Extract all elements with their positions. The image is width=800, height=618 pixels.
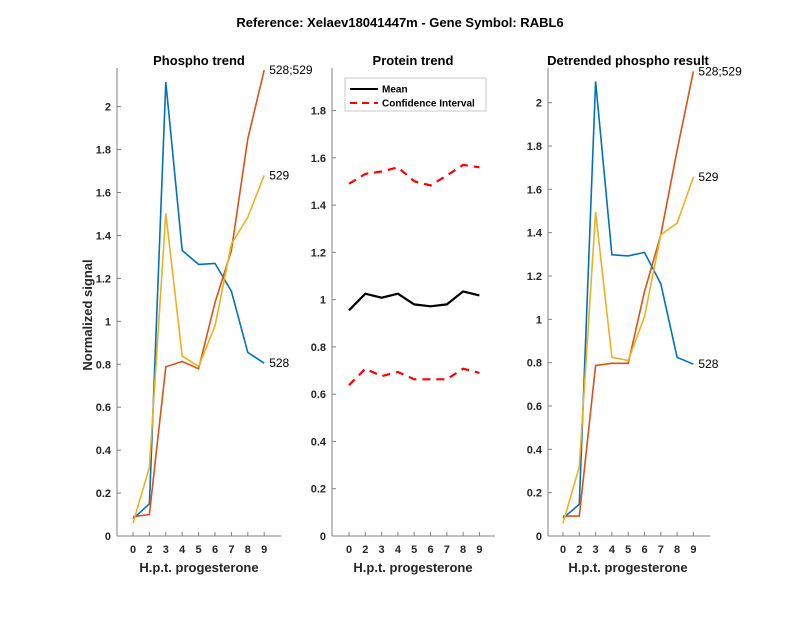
y-tick-label: 1 [320,295,326,307]
y-tick-label: 1.2 [311,247,326,259]
axes: 00.20.40.60.811.21.41.61.820 2 3 4 5 6 7 8 9 [96,68,281,556]
x-tick-label: 9 [476,544,482,556]
y-tick-label: 0 [320,531,326,543]
figure-suptitle: Reference: Xelaev18041447m - Gene Symbol… [236,15,563,30]
x-tick-label: 4 [179,544,186,556]
x-tick-label: 3 [379,544,385,556]
y-tick-label: 0 [105,531,111,543]
y-tick-label: 2 [536,98,542,110]
y-tick-label: 1.8 [96,145,111,157]
x-axis-label: H.p.t. progesterone [139,560,258,575]
y-tick-label: 1.2 [96,273,111,285]
series-end-label: 528 [698,357,718,371]
x-tick-label: 7 [658,544,664,556]
plot-lines [348,163,480,386]
y-tick-label: 1.4 [527,228,543,240]
y-tick-label: 0.8 [311,342,326,354]
y-tick-label: 0.4 [311,436,327,448]
series-end-label: 528;529 [698,64,742,78]
series-line-528-529 [563,71,695,517]
plot-lines: 528 528;529 529 [132,63,313,524]
panel-title: Detrended phospho result [547,53,709,68]
plot-lines: 528 528;529 529 [562,64,742,524]
x-tick-label: 2 [362,544,368,556]
legend-box [344,77,487,112]
legend-label-mean: Mean [382,85,408,96]
y-tick-label: 1 [105,316,111,328]
series-end-label: 529 [698,170,718,184]
series-line-528-529 [132,69,265,518]
x-tick-label: 4 [609,544,616,556]
y-tick-label: 1.8 [311,106,326,118]
x-tick-label: 6 [212,544,218,556]
x-tick-label: 8 [245,544,251,556]
y-tick-label: 2 [105,102,111,114]
y-tick-label: 0.8 [96,359,111,371]
x-axis-label: H.p.t. progesterone [353,560,472,575]
panel-title: Phospho trend [153,53,245,68]
detrended-phospho-panel: Detrended phospho result H.p.t. progeste… [527,53,742,575]
series-end-label: 528;529 [269,63,313,77]
y-tick-label: 1.6 [311,153,326,165]
series-line-mean [348,290,480,312]
x-tick-label: 9 [690,544,696,556]
series-end-label: 529 [269,168,289,182]
y-axis-label: Normalized signal [80,259,95,370]
x-tick-label: 2 [576,544,582,556]
x-tick-label: 3 [593,544,599,556]
x-tick-label: 8 [460,544,466,556]
axes: 00.20.40.60.811.21.41.61.80 2 3 4 5 6 7 8 9 [311,68,495,556]
y-tick-label: 0.6 [527,401,542,413]
y-tick-label: 1.2 [527,271,542,283]
y-tick-label: 0.2 [527,488,542,500]
x-tick-label: 3 [163,544,169,556]
y-tick-label: 1.8 [527,141,542,153]
x-tick-label: 7 [228,544,234,556]
x-tick-label: 0 [560,544,566,556]
x-tick-label: 6 [427,544,433,556]
y-tick-label: 0.6 [311,389,326,401]
x-tick-label: 4 [395,544,402,556]
x-tick-label: 5 [625,544,631,556]
axes: 00.20.40.60.811.21.41.61.820 2 3 4 5 6 7 8 9 [527,68,710,556]
y-tick-label: 0.4 [96,445,112,457]
x-tick-label: 5 [411,544,417,556]
legend: Mean Confidence Interval [344,77,487,112]
y-tick-label: 1.6 [96,188,111,200]
y-tick-label: 0.4 [527,444,543,456]
y-tick-label: 0.6 [96,402,111,414]
x-tick-label: 7 [444,544,450,556]
y-tick-label: 1 [536,314,542,326]
y-tick-label: 0.2 [311,484,326,496]
legend-label-ci: Confidence Interval [382,99,475,110]
series-line-confidence-interval-upper [348,163,480,187]
series-line-528 [132,81,265,520]
y-tick-label: 0 [536,531,542,543]
y-tick-label: 1.4 [311,200,327,212]
x-tick-label: 2 [146,544,152,556]
series-line-529 [132,175,265,524]
series-end-label: 528 [269,356,289,370]
series-line-528 [562,81,694,519]
panel-title: Protein trend [373,53,454,68]
x-tick-label: 9 [261,544,267,556]
x-tick-label: 0 [346,544,352,556]
y-tick-label: 1.4 [96,230,112,242]
x-tick-label: 8 [674,544,680,556]
series-line-529 [562,176,695,524]
x-tick-label: 6 [641,544,647,556]
phospho-trend-panel: Phospho trend Normalized signal H.p.t. p… [80,53,313,575]
x-axis-label: H.p.t. progesterone [568,560,687,575]
series-line-confidence-interval-lower [348,367,480,386]
y-tick-label: 0.8 [527,358,542,370]
y-tick-label: 0.2 [96,488,111,500]
x-tick-label: 5 [196,544,202,556]
x-tick-label: 0 [130,544,136,556]
protein-trend-panel: Protein trend H.p.t. progesterone 0 0.2 0.… [311,53,495,575]
y-tick-label: 1.6 [527,184,542,196]
